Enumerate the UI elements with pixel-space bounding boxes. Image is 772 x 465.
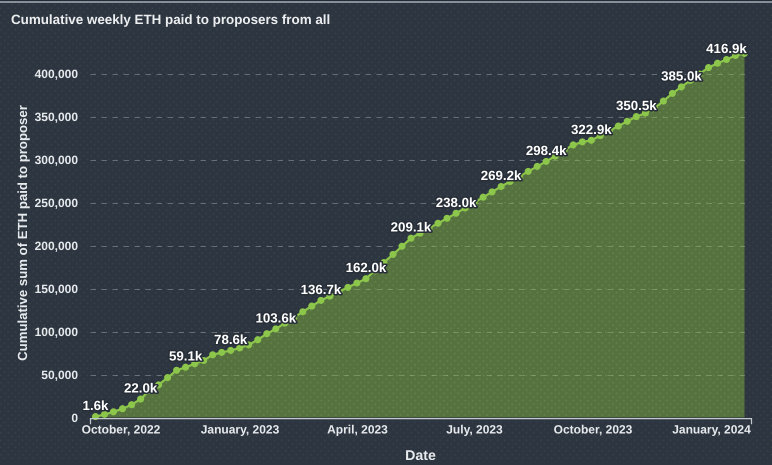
svg-text:269.2k: 269.2k — [481, 168, 522, 183]
svg-text:209.1k: 209.1k — [391, 220, 432, 235]
svg-text:400,000: 400,000 — [35, 67, 79, 81]
svg-text:Date: Date — [405, 448, 436, 460]
svg-text:322.9k: 322.9k — [571, 122, 612, 137]
svg-text:January, 2023: January, 2023 — [201, 422, 280, 436]
svg-text:July, 2023: July, 2023 — [446, 422, 503, 436]
svg-text:385.0k: 385.0k — [661, 68, 702, 83]
svg-text:1.6k: 1.6k — [83, 398, 109, 413]
svg-text:298.4k: 298.4k — [526, 143, 567, 158]
svg-text:50,000: 50,000 — [41, 368, 78, 382]
svg-text:416.9k: 416.9k — [706, 41, 747, 56]
svg-text:October, 2022: October, 2022 — [82, 422, 161, 436]
svg-text:78.6k: 78.6k — [214, 332, 248, 347]
svg-text:January, 2024: January, 2024 — [672, 422, 751, 436]
svg-text:350.5k: 350.5k — [616, 98, 657, 113]
svg-text:250,000: 250,000 — [35, 196, 79, 210]
svg-text:59.1k: 59.1k — [169, 349, 203, 364]
svg-text:200,000: 200,000 — [35, 239, 79, 253]
svg-text:350,000: 350,000 — [35, 110, 79, 124]
svg-text:0: 0 — [71, 411, 78, 425]
svg-text:Cumulative weekly ETH paid to: Cumulative weekly ETH paid to proposers … — [11, 12, 330, 27]
svg-text:300,000: 300,000 — [35, 153, 79, 167]
svg-text:238.0k: 238.0k — [436, 195, 477, 210]
svg-text:October, 2023: October, 2023 — [554, 422, 633, 436]
svg-text:136.7k: 136.7k — [301, 282, 342, 297]
svg-text:103.6k: 103.6k — [255, 310, 296, 325]
svg-text:Cumulative sum of ETH paid to: Cumulative sum of ETH paid to proposer — [15, 105, 30, 361]
svg-text:162.0k: 162.0k — [346, 260, 387, 275]
svg-text:22.0k: 22.0k — [124, 381, 158, 396]
svg-text:100,000: 100,000 — [35, 325, 79, 339]
svg-text:April, 2023: April, 2023 — [327, 422, 388, 436]
svg-text:150,000: 150,000 — [35, 282, 79, 296]
